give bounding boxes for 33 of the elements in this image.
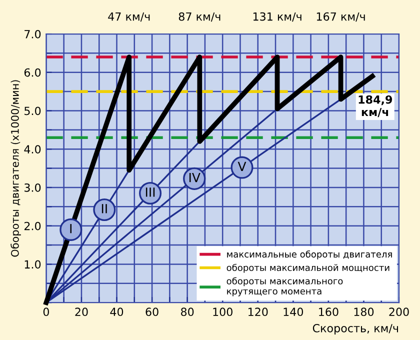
x-tick-label: 200 [389, 308, 409, 316]
x-tick-label: 20 [75, 308, 88, 316]
annotation: I [70, 224, 72, 234]
y-tick-label: 3.0 [24, 183, 41, 192]
legend-label: обороты максимальной мощности [226, 264, 390, 273]
x-tick-label: 40 [110, 308, 124, 316]
annotation: IV [189, 172, 200, 182]
y-axis-title: Обороты двигателя (x1000/мин) [10, 80, 21, 257]
x-tick-label: 120 [248, 308, 268, 316]
x-axis-title: Скорость, км/ч [312, 324, 398, 335]
legend-label: обороты максимального крутящего момента [226, 277, 343, 296]
y-tick-label: 5.0 [24, 106, 41, 116]
x2-tick-label: 87 км/ч [178, 12, 220, 22]
x-tick-label: 160 [319, 308, 338, 316]
y-tick-label: 1.0 [24, 260, 41, 269]
annotation: 184,9 км/ч [358, 95, 392, 118]
y-tick-label: 4.0 [24, 145, 41, 154]
y-tick-label: 6.0 [24, 68, 41, 77]
legend-label: максимальные обороты двигателя [227, 250, 392, 260]
y-tick-label: 2.0 [24, 222, 41, 230]
y-tick-label: 7.0 [24, 30, 41, 38]
x-tick-label: 140 [284, 308, 304, 316]
x-tick-label: 100 [213, 308, 232, 316]
x2-tick-label: 167 км/ч [316, 12, 365, 22]
x-tick-label: 0 [43, 308, 49, 316]
x-tick-label: 80 [181, 308, 194, 316]
annotation: II [102, 204, 107, 214]
x-tick-label: 180 [354, 308, 374, 316]
annotation: V [238, 162, 246, 171]
x2-tick-label: 131 км/ч [253, 12, 302, 22]
annotation: III [146, 188, 155, 197]
x-tick-label: 60 [146, 308, 158, 316]
x2-tick-label: 47 км/ч [108, 12, 150, 22]
